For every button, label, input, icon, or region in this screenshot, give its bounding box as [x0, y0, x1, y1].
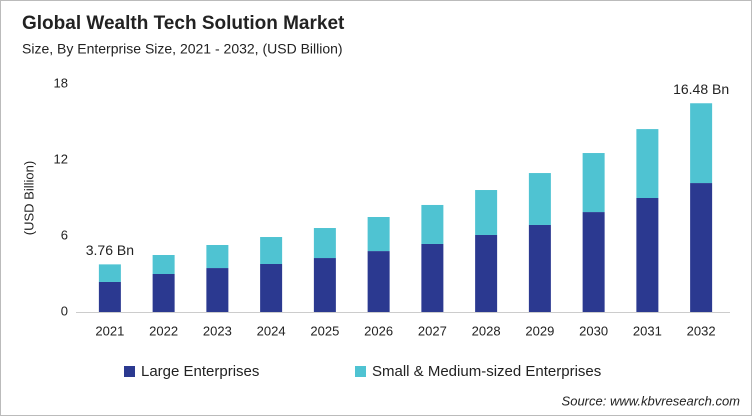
- y-tick-label: 12: [54, 151, 68, 166]
- bar-segment: [421, 243, 444, 312]
- y-axis-label: (USD Billion): [21, 161, 36, 235]
- bar-segment: [528, 173, 551, 225]
- legend-swatch: [124, 366, 135, 377]
- source: Source: www.kbvresearch.com: [562, 393, 741, 408]
- bar-segment: [367, 251, 390, 312]
- bar-segment: [475, 190, 498, 235]
- y-tick-label: 6: [61, 227, 68, 242]
- legend-swatch: [355, 366, 366, 377]
- bar-segment: [475, 234, 498, 312]
- bar-segment: [528, 224, 551, 312]
- total-label: 3.76 Bn: [86, 242, 134, 258]
- bar-segment: [636, 198, 659, 312]
- bar-segment: [260, 237, 283, 264]
- chart-title: Global Wealth Tech Solution Market: [22, 13, 345, 34]
- bar-segment: [152, 274, 175, 312]
- bar-segment: [582, 212, 605, 312]
- bar-segment: [421, 204, 444, 244]
- y-tick-label: 18: [54, 75, 68, 90]
- x-tick-label: 2024: [257, 323, 286, 338]
- x-tick-label: 2032: [687, 323, 716, 338]
- bar-segment: [260, 263, 283, 312]
- legend-label: Large Enterprises: [141, 363, 259, 380]
- x-tick-label: 2031: [633, 323, 662, 338]
- y-tick-label: 0: [61, 303, 68, 318]
- x-tick-label: 2030: [579, 323, 608, 338]
- x-tick-label: 2027: [418, 323, 447, 338]
- chart-subtitle: Size, By Enterprise Size, 2021 - 2032, (…: [22, 41, 343, 57]
- x-tick-label: 2026: [364, 323, 393, 338]
- x-tick-label: 2023: [203, 323, 232, 338]
- bar-segment: [367, 217, 390, 252]
- bar-segment: [313, 228, 336, 259]
- bar-segment: [152, 255, 175, 274]
- bar-segment: [636, 129, 659, 198]
- x-tick-label: 2022: [149, 323, 178, 338]
- x-tick-label: 2028: [472, 323, 501, 338]
- bar-segment: [313, 258, 336, 312]
- bar-segment: [582, 153, 605, 213]
- bar-segment: [206, 244, 229, 269]
- bar-segment: [690, 183, 713, 312]
- x-tick-label: 2029: [525, 323, 554, 338]
- bar-segment: [98, 281, 121, 312]
- x-tick-label: 2021: [95, 323, 124, 338]
- total-label: 16.48 Bn: [673, 81, 729, 97]
- legend-label: Small & Medium-sized Enterprises: [372, 363, 601, 380]
- bar-segment: [690, 103, 713, 184]
- x-tick-label: 2025: [310, 323, 339, 338]
- bar-segment: [206, 268, 229, 312]
- bar-segment: [98, 264, 121, 282]
